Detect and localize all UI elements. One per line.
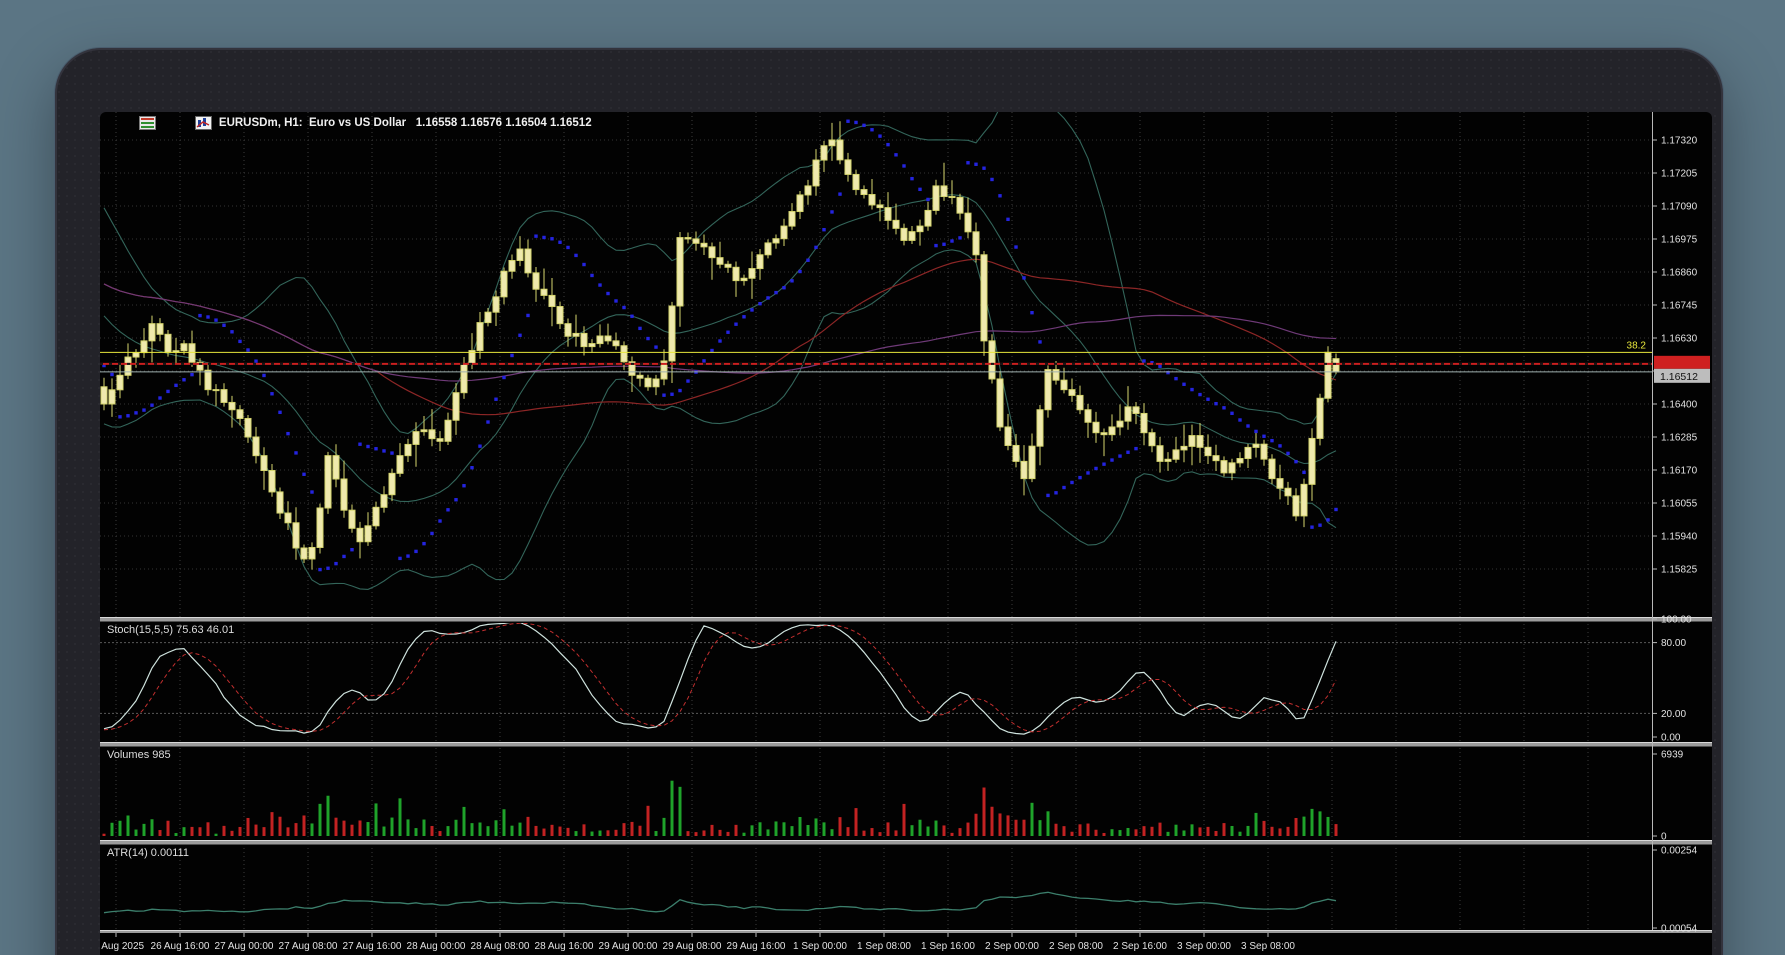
candlesticks: [100, 121, 1340, 570]
atr-indicator-label[interactable]: ATR(14) 0.00111: [107, 847, 189, 859]
volume-bars: [102, 780, 1338, 836]
time-axis-label: 3 Sep 00:00: [1177, 941, 1231, 952]
bid-price-marker: [1654, 368, 1710, 383]
stoch-indicator-label[interactable]: Stoch(15,5,5) 75.63 46.01: [107, 624, 235, 636]
panel-separator[interactable]: [100, 617, 1712, 622]
time-axis-label: 28 Aug 16:00: [535, 941, 594, 952]
price-axis-label: 1.16630: [1661, 334, 1698, 345]
time-axis-label: 29 Aug 08:00: [663, 941, 722, 952]
chart-title: EURUSDm, H1: Euro vs US Dollar 1.16558 1…: [218, 117, 592, 129]
price-axis[interactable]: 1.17320 1.17205 1.17090 1.16975 1.16860 1.167…: [1652, 112, 1710, 935]
price-axis-label: 1.17205: [1661, 169, 1698, 180]
ask-price-marker: [1654, 355, 1710, 369]
scale-label: 80.00: [1661, 638, 1686, 649]
moving-averages: [103, 258, 1337, 416]
time-axis-label: 1 Sep 00:00: [793, 941, 847, 952]
time-axis-label: 3 Sep 08:00: [1241, 941, 1295, 952]
atr-line: [103, 891, 1337, 914]
price-axis-label: 1.16975: [1661, 235, 1698, 246]
fib-level-label: 38.2: [1627, 340, 1647, 351]
price-axis-label: 1.16400: [1661, 400, 1698, 411]
time-axis-label: 26 Aug 16:00: [151, 941, 210, 952]
scale-label: 6939: [1661, 750, 1684, 761]
chart-titlebar: EURUSDm, H1: Euro vs US Dollar 1.16558 1…: [107, 116, 592, 130]
candlestick-chart-icon: [163, 116, 212, 130]
scale-label: 0.00: [1661, 733, 1681, 744]
scale-label: 20.00: [1661, 709, 1686, 720]
time-axis[interactable]: 26 Aug 2025 26 Aug 16:00 27 Aug 00:00 27 Au…: [100, 933, 1295, 952]
price-axis-label: 1.17090: [1661, 202, 1698, 213]
panel-separator[interactable]: [100, 840, 1712, 845]
price-axis-label: 1.16055: [1661, 499, 1698, 510]
stochastic-lines: [103, 623, 1337, 735]
chart-canvas[interactable]: 38.21.173201.172051.170901.169751.168601…: [100, 112, 1712, 955]
time-axis-label: 27 Aug 16:00: [343, 941, 402, 952]
symbols-table-icon: [107, 116, 156, 130]
time-axis-label: 1 Sep 08:00: [857, 941, 911, 952]
price-axis-label: 1.15825: [1661, 565, 1698, 576]
time-axis-label: 26 Aug 2025: [100, 941, 145, 952]
volumes-indicator-label[interactable]: Volumes 985: [107, 749, 171, 761]
scale-label: 0.00254: [1661, 846, 1698, 857]
time-axis-label: 29 Aug 16:00: [727, 941, 786, 952]
laptop-frame: 38.2 1.17320 1.17205 1.17090 1.16975 1.16860 1…: [55, 48, 1723, 955]
time-axis-label: 29 Aug 00:00: [599, 941, 658, 952]
time-axis-label: 27 Aug 00:00: [215, 941, 274, 952]
price-axis-label: 1.16170: [1661, 466, 1698, 477]
price-axis-label: 1.16745: [1661, 301, 1698, 312]
time-axis-label: 2 Sep 00:00: [985, 941, 1039, 952]
scale-label: 0: [1661, 832, 1667, 843]
chart-grid: [100, 112, 1652, 930]
panel-separator[interactable]: [100, 742, 1712, 747]
scale-label: 100.00: [1661, 615, 1692, 626]
scale-label: 0.00054: [1661, 924, 1698, 935]
price-axis-label: 1.16285: [1661, 433, 1698, 444]
time-axis-label: 28 Aug 00:00: [407, 941, 466, 952]
panel-separators[interactable]: [100, 617, 1712, 933]
time-axis-label: 2 Sep 16:00: [1113, 941, 1167, 952]
price-axis-label: 1.17320: [1661, 136, 1698, 147]
time-axis-label: 2 Sep 08:00: [1049, 941, 1103, 952]
price-axis-label: 1.15940: [1661, 532, 1698, 543]
terminal-screen: 38.2 1.17320 1.17205 1.17090 1.16975 1.16860 1…: [100, 112, 1712, 955]
time-axis-label: 27 Aug 08:00: [279, 941, 338, 952]
bid-price-value: 1.16512: [1660, 371, 1698, 383]
price-lines: [100, 362, 1652, 373]
time-axis-label: 28 Aug 08:00: [471, 941, 530, 952]
price-axis-label: 1.16860: [1661, 268, 1698, 279]
fib-level-line[interactable]: 38.2: [100, 340, 1652, 353]
time-axis-label: 1 Sep 16:00: [921, 941, 975, 952]
